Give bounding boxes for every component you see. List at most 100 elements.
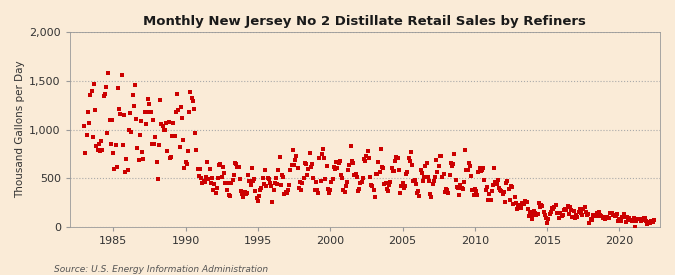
Point bbox=[157, 124, 168, 128]
Point bbox=[223, 193, 234, 197]
Point bbox=[182, 149, 193, 153]
Point bbox=[386, 166, 397, 171]
Point bbox=[148, 142, 159, 147]
Point bbox=[167, 134, 178, 138]
Point bbox=[379, 182, 390, 187]
Point bbox=[620, 220, 631, 224]
Point bbox=[102, 131, 113, 135]
Point bbox=[642, 222, 653, 226]
Point bbox=[542, 221, 553, 225]
Point bbox=[415, 168, 426, 172]
Point bbox=[176, 105, 186, 109]
Point bbox=[633, 216, 644, 221]
Point bbox=[145, 109, 156, 114]
Point bbox=[273, 168, 284, 172]
Point bbox=[321, 164, 332, 168]
Point bbox=[395, 191, 406, 195]
Point bbox=[344, 163, 355, 167]
Point bbox=[342, 180, 352, 185]
Point bbox=[79, 124, 90, 128]
Point bbox=[133, 157, 144, 162]
Point bbox=[590, 214, 601, 218]
Point bbox=[435, 154, 446, 158]
Point bbox=[380, 181, 391, 185]
Point bbox=[520, 199, 531, 204]
Point bbox=[443, 191, 454, 195]
Point bbox=[186, 96, 197, 100]
Point bbox=[626, 219, 637, 224]
Point bbox=[319, 156, 329, 161]
Point bbox=[203, 177, 214, 182]
Point bbox=[493, 185, 504, 190]
Point bbox=[455, 183, 466, 187]
Point bbox=[268, 188, 279, 193]
Point bbox=[238, 194, 249, 199]
Point bbox=[369, 195, 380, 199]
Point bbox=[501, 181, 512, 185]
Point bbox=[228, 172, 239, 177]
Point bbox=[144, 102, 155, 106]
Point bbox=[200, 174, 211, 179]
Point bbox=[256, 186, 267, 190]
Point bbox=[107, 118, 117, 122]
Point bbox=[363, 156, 374, 160]
Point bbox=[504, 197, 515, 202]
Point bbox=[294, 186, 304, 190]
Point bbox=[242, 191, 252, 196]
Point bbox=[194, 167, 205, 171]
Point bbox=[377, 165, 387, 169]
Point bbox=[375, 147, 386, 151]
Point bbox=[130, 83, 140, 87]
Point bbox=[621, 215, 632, 219]
Point bbox=[150, 135, 161, 139]
Point bbox=[125, 110, 136, 115]
Point bbox=[448, 161, 458, 166]
Point bbox=[570, 213, 581, 217]
Point bbox=[312, 188, 323, 192]
Point bbox=[109, 167, 120, 172]
Point bbox=[211, 191, 221, 196]
Point bbox=[90, 108, 101, 112]
Point bbox=[303, 167, 314, 172]
Point bbox=[616, 215, 627, 220]
Point bbox=[154, 143, 165, 147]
Point bbox=[497, 192, 508, 197]
Point bbox=[101, 85, 111, 89]
Point bbox=[418, 179, 429, 183]
Point bbox=[194, 174, 205, 178]
Point bbox=[274, 155, 285, 159]
Point bbox=[527, 213, 538, 218]
Point bbox=[99, 92, 110, 97]
Point bbox=[269, 181, 280, 185]
Point bbox=[555, 211, 566, 216]
Point bbox=[536, 203, 547, 208]
Point bbox=[394, 168, 404, 172]
Point bbox=[509, 195, 520, 200]
Point bbox=[481, 188, 491, 192]
Point bbox=[317, 152, 327, 156]
Point bbox=[267, 200, 277, 205]
Point bbox=[622, 216, 633, 221]
Point bbox=[530, 211, 541, 216]
Point bbox=[251, 196, 262, 201]
Point bbox=[412, 191, 423, 195]
Point bbox=[391, 155, 402, 160]
Point bbox=[219, 171, 230, 175]
Point bbox=[231, 162, 242, 166]
Point bbox=[361, 154, 372, 158]
Point bbox=[541, 215, 551, 220]
Point bbox=[519, 202, 530, 206]
Point bbox=[466, 174, 477, 178]
Point bbox=[410, 182, 421, 186]
Point bbox=[495, 188, 506, 192]
Point bbox=[191, 148, 202, 152]
Point bbox=[216, 175, 227, 179]
Point bbox=[254, 194, 265, 198]
Point bbox=[337, 176, 348, 180]
Point bbox=[119, 113, 130, 117]
Point bbox=[564, 211, 574, 216]
Point bbox=[628, 216, 639, 220]
Point bbox=[92, 147, 103, 152]
Point bbox=[423, 175, 433, 179]
Point bbox=[234, 177, 245, 182]
